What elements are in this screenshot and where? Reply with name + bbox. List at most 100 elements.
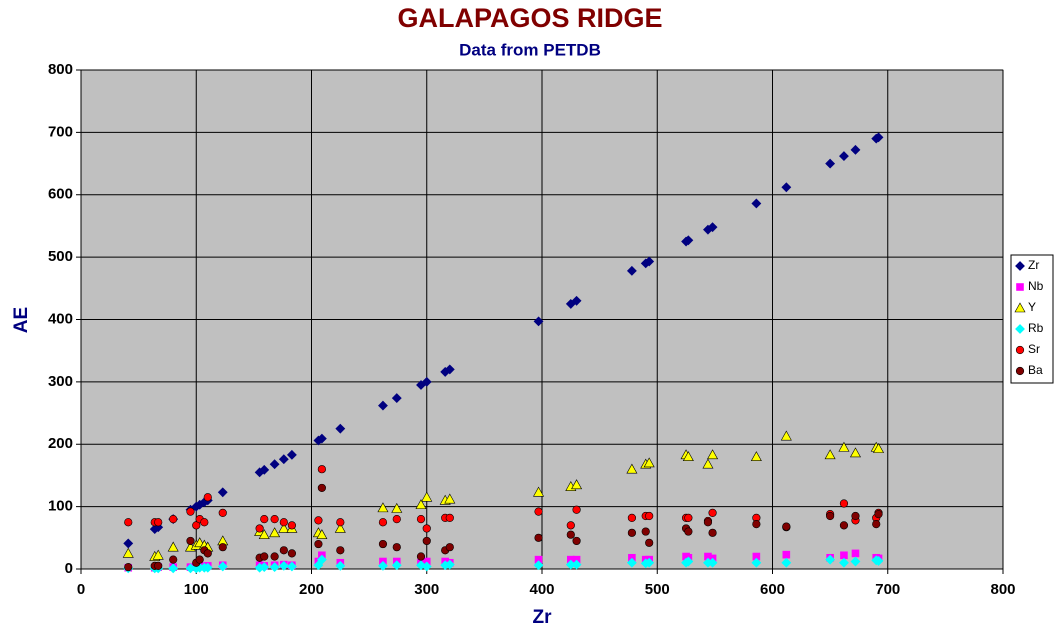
point (416, 552, 426, 561)
point (872, 519, 881, 529)
point (218, 543, 227, 552)
point (334, 522, 346, 533)
point (571, 559, 582, 570)
point (195, 555, 204, 564)
point (169, 555, 178, 564)
point (873, 555, 884, 566)
point (270, 514, 279, 524)
point (571, 479, 583, 490)
point (269, 459, 280, 470)
point (707, 449, 719, 460)
point (421, 491, 433, 502)
point (218, 508, 227, 517)
point (824, 449, 836, 460)
point (186, 507, 195, 516)
point (124, 563, 133, 572)
point (707, 222, 718, 233)
y-axis-label: AE (11, 307, 32, 333)
point (825, 554, 836, 565)
point (336, 518, 345, 527)
point (572, 536, 581, 546)
x-tick-label: 300 (414, 581, 439, 598)
point (316, 554, 327, 565)
point (683, 556, 694, 567)
point (839, 151, 849, 162)
point (684, 513, 693, 522)
point (751, 198, 762, 209)
y-tick-label: 300 (48, 373, 73, 390)
point (780, 430, 792, 441)
point (415, 499, 427, 510)
point (750, 451, 762, 462)
point (316, 529, 328, 539)
legend-marker (1015, 366, 1025, 376)
point (533, 486, 545, 497)
point (534, 533, 543, 542)
point (826, 511, 835, 521)
point (260, 552, 269, 561)
point (279, 546, 288, 555)
point (391, 560, 402, 571)
x-tick-label: 800 (990, 581, 1015, 598)
legend-marker (1015, 324, 1025, 334)
point (260, 514, 269, 524)
point (571, 295, 582, 306)
y-tick-label: 100 (48, 498, 73, 515)
point (849, 447, 861, 458)
point (781, 557, 792, 568)
y-tick-label: 400 (48, 310, 73, 327)
point (377, 502, 389, 513)
legend-box (1010, 254, 1054, 384)
point (874, 510, 883, 519)
point (269, 562, 280, 573)
point (641, 527, 650, 536)
point (782, 522, 791, 531)
point (444, 493, 456, 504)
point (627, 513, 636, 522)
point (202, 562, 213, 573)
point (217, 561, 228, 572)
point (839, 499, 849, 508)
point (316, 433, 327, 444)
legend-label: Sr (1028, 342, 1040, 356)
point (683, 235, 694, 246)
point (416, 514, 426, 524)
point (684, 527, 693, 536)
point (270, 552, 279, 561)
legend-label: Nb (1028, 279, 1044, 293)
point (378, 400, 388, 411)
point (258, 529, 270, 539)
point (850, 556, 861, 567)
point (200, 518, 209, 527)
y-tick-label: 500 (48, 248, 73, 265)
point (203, 549, 212, 558)
point (378, 518, 388, 527)
point (566, 521, 575, 530)
point (286, 561, 297, 572)
point (391, 393, 402, 404)
point (626, 265, 637, 276)
x-tick-label: 400 (529, 581, 554, 598)
point (422, 536, 431, 546)
point (445, 513, 454, 522)
point (317, 465, 326, 474)
point (154, 561, 163, 570)
point (873, 132, 884, 143)
point (850, 144, 861, 155)
point (124, 518, 133, 527)
legend-label: Ba (1028, 363, 1043, 377)
point (378, 539, 388, 549)
point (314, 516, 323, 525)
point (643, 457, 655, 468)
point (682, 451, 694, 462)
point (702, 458, 714, 469)
point (422, 524, 431, 533)
point (781, 182, 792, 193)
point (203, 493, 212, 502)
point (533, 316, 544, 327)
chart-title: GALAPAGOS RIDGE (397, 3, 662, 33)
y-tick-label: 700 (48, 123, 73, 140)
point (392, 543, 401, 552)
point (336, 546, 345, 555)
point (566, 530, 575, 539)
